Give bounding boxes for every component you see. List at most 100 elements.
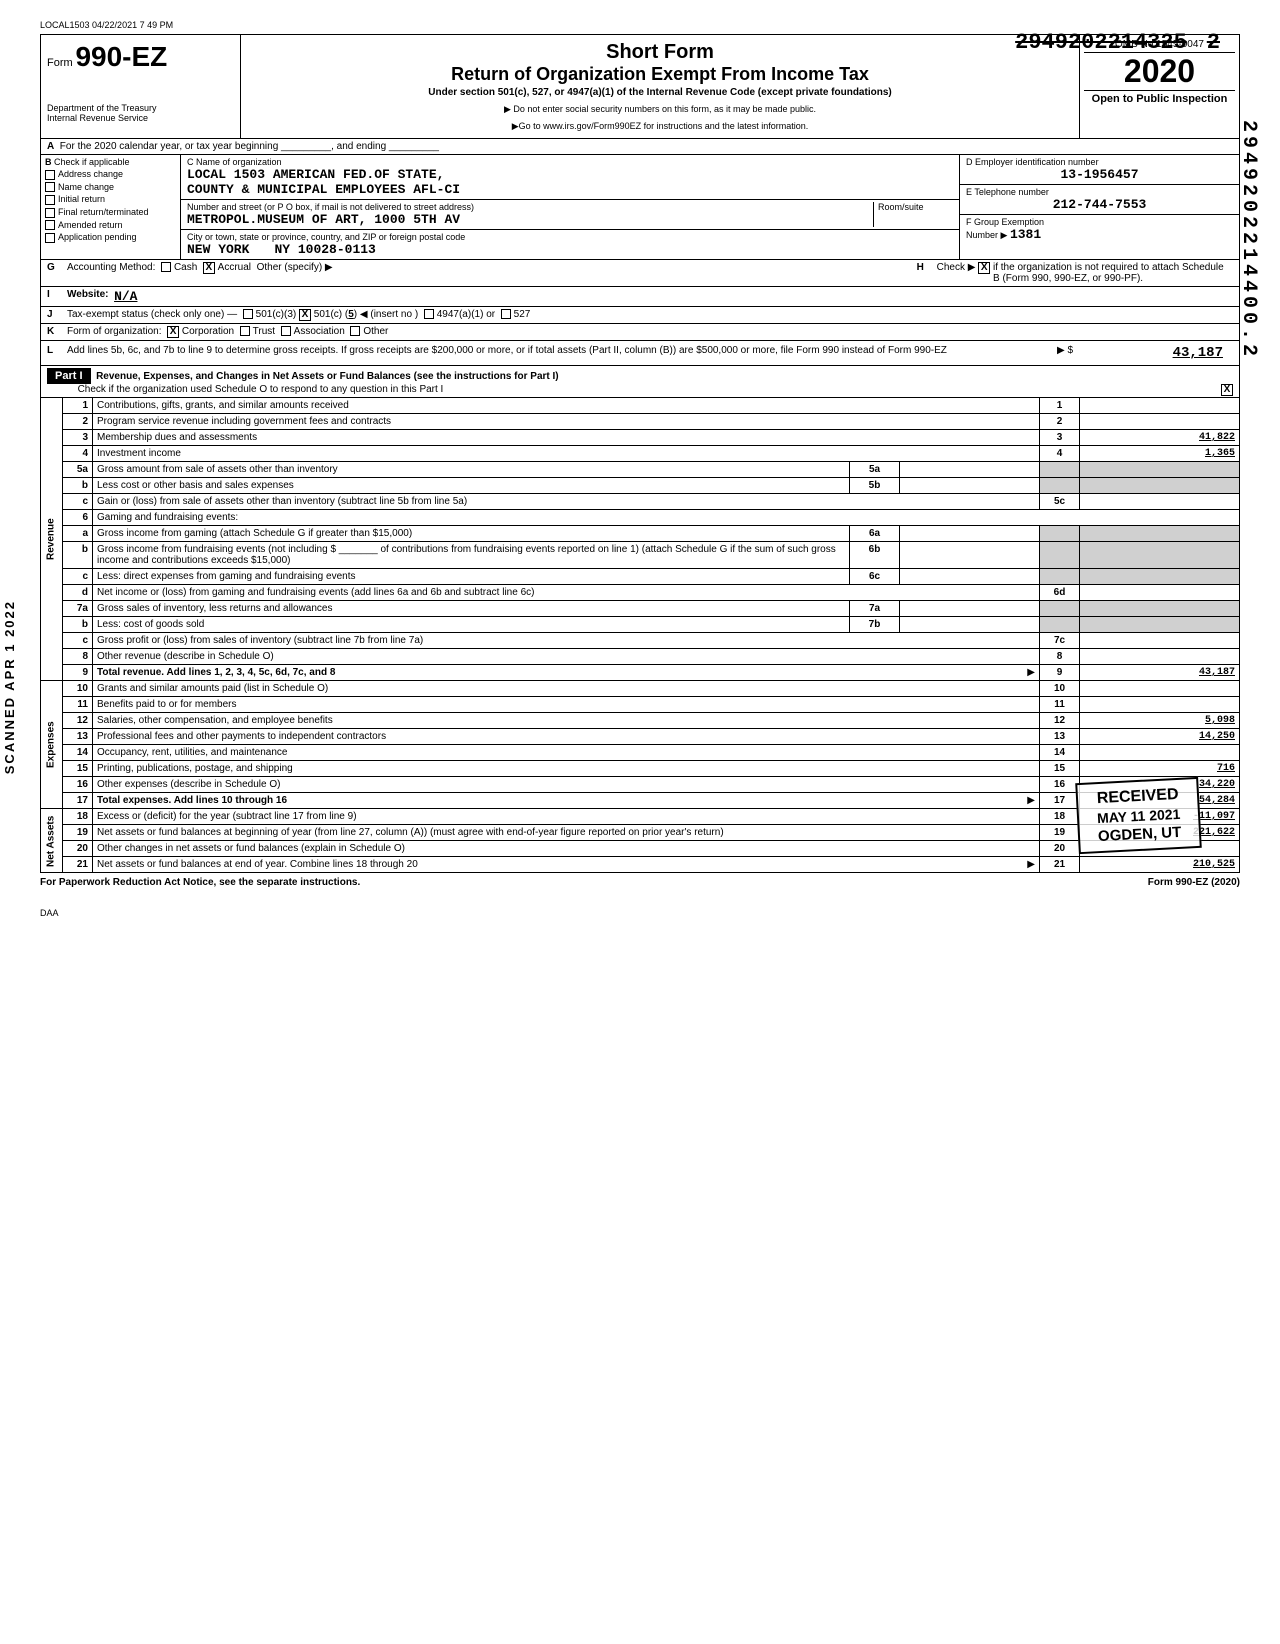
- table-row: 12Salaries, other compensation, and empl…: [41, 713, 1240, 729]
- section-b: B Check if applicable Address changeName…: [40, 154, 1240, 259]
- val-box-shaded: [1080, 526, 1240, 542]
- gross-receipts-value: 43,187: [1073, 345, 1233, 361]
- table-row: 15Printing, publications, postage, and s…: [41, 761, 1240, 777]
- table-row: dNet income or (loss) from gaming and fu…: [41, 585, 1240, 601]
- part1-label: Part I: [47, 368, 91, 384]
- subtitle: Under section 501(c), 527, or 4947(a)(1)…: [247, 87, 1073, 98]
- received-label: RECEIVED: [1095, 786, 1179, 808]
- corp-checkbox[interactable]: X: [167, 326, 179, 338]
- return-title: Return of Organization Exempt From Incom…: [247, 64, 1073, 85]
- line-number: d: [63, 585, 93, 601]
- title-box: Short Form Return of Organization Exempt…: [241, 35, 1079, 138]
- table-row: 20Other changes in net assets or fund ba…: [41, 841, 1240, 857]
- table-row: 17Total expenses. Add lines 10 through 1…: [41, 793, 1240, 809]
- line-number: 20: [63, 841, 93, 857]
- sub-value: [900, 526, 1040, 542]
- table-row: aGross income from gaming (attach Schedu…: [41, 526, 1240, 542]
- org-name-2: COUNTY & MUNICIPAL EMPLOYEES AFL-CI: [187, 182, 460, 197]
- line-number: 6: [63, 510, 93, 526]
- num-box-shaded: [1040, 617, 1080, 633]
- table-row: 5aGross amount from sale of assets other…: [41, 462, 1240, 478]
- line-description: Membership dues and assessments: [93, 430, 1040, 446]
- checkbox-label: Final return/terminated: [58, 207, 149, 217]
- dept-label: Department of the Treasury Internal Reve…: [47, 103, 234, 123]
- table-row: Revenue1Contributions, gifts, grants, an…: [41, 398, 1240, 414]
- line-description: Gross income from gaming (attach Schedul…: [93, 526, 850, 542]
- cash-checkbox[interactable]: [161, 262, 171, 272]
- right-info: D Employer identification number 13-1956…: [959, 155, 1239, 259]
- received-date: MAY 11 2021: [1096, 806, 1180, 826]
- line-number: b: [63, 617, 93, 633]
- line-value: 41,822: [1080, 430, 1240, 446]
- table-row: bLess: cost of goods sold7b: [41, 617, 1240, 633]
- line-number: a: [63, 526, 93, 542]
- table-row: 16Other expenses (describe in Schedule O…: [41, 777, 1240, 793]
- schedule-b-checkbox[interactable]: X: [978, 262, 990, 274]
- table-row: 13Professional fees and other payments t…: [41, 729, 1240, 745]
- table-row: Net Assets18Excess or (deficit) for the …: [41, 809, 1240, 825]
- line-number: 21: [63, 857, 93, 873]
- 527-checkbox[interactable]: [501, 309, 511, 319]
- line-box-number: 7c: [1040, 633, 1080, 649]
- org-name-label: C Name of organization: [187, 157, 282, 167]
- 501c3-checkbox[interactable]: [243, 309, 253, 319]
- sub-box-label: 6a: [850, 526, 900, 542]
- row-l-text: Add lines 5b, 6c, and 7b to line 9 to de…: [67, 345, 1057, 361]
- line-box-number: 21: [1040, 857, 1080, 873]
- line-number: b: [63, 542, 93, 569]
- checkbox-label: Address change: [58, 169, 123, 179]
- sub-value: [900, 478, 1040, 494]
- line-number: c: [63, 494, 93, 510]
- line-number: 4: [63, 446, 93, 462]
- checkbox-label: Initial return: [58, 194, 105, 204]
- trust-checkbox[interactable]: [240, 326, 250, 336]
- accrual-checkbox[interactable]: X: [203, 262, 215, 274]
- checkbox-label: Application pending: [58, 232, 137, 242]
- assoc-checkbox[interactable]: [281, 326, 291, 336]
- part1-title: Revenue, Expenses, and Changes in Net As…: [96, 371, 559, 382]
- note2: ▶Go to www.irs.gov/Form990EZ for instruc…: [247, 121, 1073, 132]
- line-number: 16: [63, 777, 93, 793]
- 501c-checkbox[interactable]: X: [299, 309, 311, 321]
- group-num-label: Number ▶: [966, 230, 1007, 240]
- table-row: cGross profit or (loss) from sales of in…: [41, 633, 1240, 649]
- checkbox[interactable]: [45, 182, 55, 192]
- line-box-number: 3: [1040, 430, 1080, 446]
- checkbox[interactable]: [45, 170, 55, 180]
- row-l-label: L: [47, 345, 67, 361]
- form-number-box: Form 990-EZ Department of the Treasury I…: [41, 35, 241, 138]
- checkbox[interactable]: [45, 208, 55, 218]
- row-g-label: G: [47, 262, 67, 284]
- row-a: A For the 2020 calendar year, or tax yea…: [40, 138, 1240, 154]
- checkbox[interactable]: [45, 195, 55, 205]
- schedule-o-checkbox[interactable]: X: [1221, 384, 1233, 396]
- line-description: Excess or (deficit) for the year (subtra…: [93, 809, 1040, 825]
- line-number: 12: [63, 713, 93, 729]
- line-number: 17: [63, 793, 93, 809]
- line-box-number: 14: [1040, 745, 1080, 761]
- 4947-checkbox[interactable]: [424, 309, 434, 319]
- section-label: Expenses: [41, 681, 63, 809]
- checkboxes-col: B Check if applicable Address changeName…: [41, 155, 181, 259]
- dln-number: 29492022143252: [1015, 30, 1220, 55]
- line-value: [1080, 398, 1240, 414]
- paperwork-notice: For Paperwork Reduction Act Notice, see …: [40, 877, 360, 888]
- line-box-number: 16: [1040, 777, 1080, 793]
- row-i-label: I: [47, 289, 67, 304]
- line-number: 18: [63, 809, 93, 825]
- table-row: 9Total revenue. Add lines 1, 2, 3, 4, 5c…: [41, 665, 1240, 681]
- line-value: [1080, 681, 1240, 697]
- other-checkbox[interactable]: [350, 326, 360, 336]
- sub-box-label: 6c: [850, 569, 900, 585]
- line-box-number: 15: [1040, 761, 1080, 777]
- org-address: METROPOL.MUSEUM OF ART, 1000 5TH AV: [187, 212, 460, 227]
- checkbox[interactable]: [45, 233, 55, 243]
- line-box-number: 9: [1040, 665, 1080, 681]
- line-description: Gross income from fundraising events (no…: [93, 542, 850, 569]
- org-state-zip: NY 10028-0113: [274, 242, 375, 257]
- received-stamp: RECEIVED MAY 11 2021 OGDEN, UT: [1075, 777, 1202, 854]
- line-box-number: 1: [1040, 398, 1080, 414]
- line-description: Program service revenue including govern…: [93, 414, 1040, 430]
- line-value: [1080, 633, 1240, 649]
- checkbox[interactable]: [45, 220, 55, 230]
